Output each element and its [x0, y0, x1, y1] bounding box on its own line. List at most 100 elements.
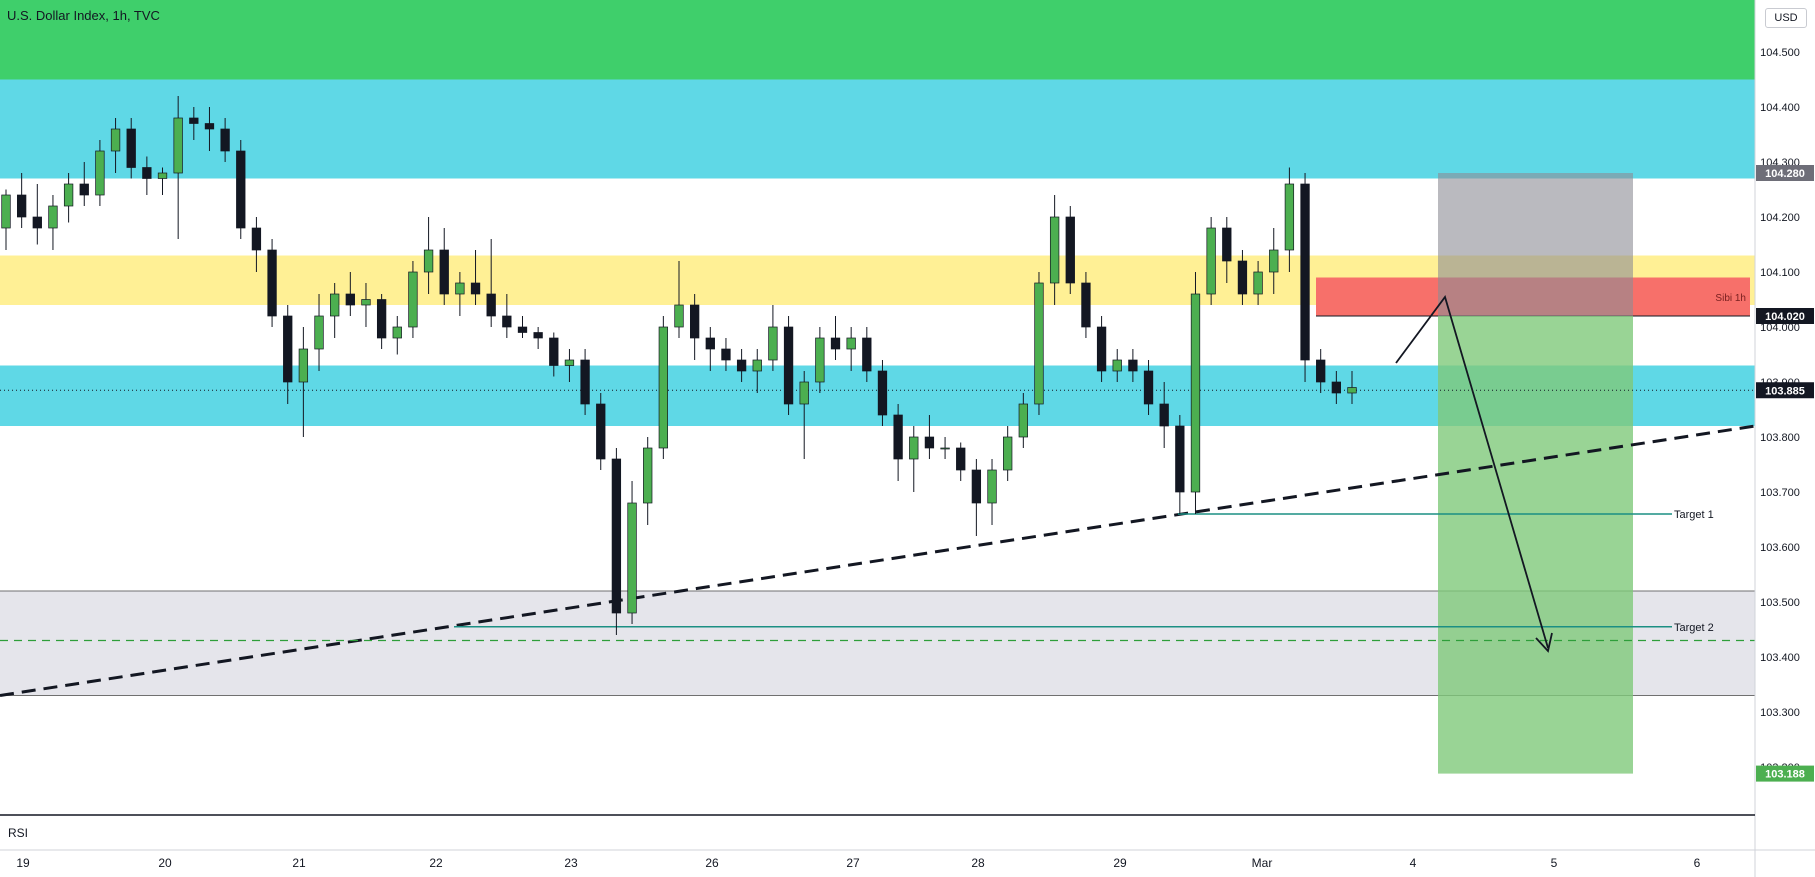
candle	[470, 250, 481, 305]
candle	[1237, 250, 1248, 305]
candle	[63, 173, 74, 223]
candle	[893, 404, 903, 481]
candle	[1159, 382, 1169, 448]
bearish-candle-body	[220, 128, 230, 152]
bullish-candle-body	[627, 502, 637, 614]
bearish-candle-body	[267, 249, 277, 317]
bullish-candle-body	[1347, 387, 1357, 394]
bearish-candle-body	[783, 326, 794, 405]
bullish-candle-body	[298, 348, 309, 383]
bullish-candle-body	[1018, 403, 1028, 438]
bearish-candle-body	[502, 315, 512, 328]
bearish-candle-body	[142, 167, 152, 179]
candle	[251, 217, 262, 272]
target-label-1: Target 1	[1674, 509, 1714, 521]
bullish-candle-body	[1269, 249, 1279, 273]
x-tick-label: 27	[846, 856, 860, 870]
bullish-candle-body	[768, 326, 778, 361]
candle	[924, 415, 935, 459]
x-tick-label: 22	[429, 856, 443, 870]
candle	[392, 316, 402, 355]
lines-layer: Target 1 Target 2	[0, 295, 1756, 697]
bearish-candle-body	[251, 227, 262, 251]
bearish-candle-body	[16, 194, 27, 218]
bullish-candle-body	[658, 326, 669, 449]
candle	[517, 316, 528, 338]
chart-title: U.S. Dollar Index, 1h, TVC	[7, 8, 160, 23]
price-marker	[1756, 165, 1814, 181]
candle	[830, 316, 841, 360]
bullish-candle-body	[95, 150, 105, 196]
bearish-candle-body	[470, 282, 481, 295]
bearish-candle-body	[611, 458, 622, 614]
candle	[815, 327, 825, 393]
candle	[1049, 195, 1060, 305]
bearish-candle-body	[236, 150, 246, 229]
candle	[658, 316, 669, 459]
y-tick-label: 104.200	[1760, 212, 1800, 224]
candle	[596, 393, 606, 470]
bullish-candle-body	[157, 172, 168, 179]
bearish-candle-body	[877, 370, 888, 416]
bullish-candle-body	[330, 293, 340, 317]
candle	[314, 294, 324, 371]
bullish-candle-body	[63, 183, 74, 207]
bearish-candle-body	[956, 447, 966, 471]
bearish-candle-body	[439, 249, 449, 295]
candle	[48, 195, 58, 250]
currency-selector[interactable]: USD	[1765, 8, 1807, 28]
candle	[439, 228, 449, 305]
sibi-label: Sibi 1h	[1715, 293, 1746, 304]
bearish-candle-body	[486, 293, 496, 317]
bullish-candle-body	[815, 337, 825, 383]
bearish-candle-body	[1175, 425, 1185, 493]
candle	[408, 261, 418, 338]
candle	[204, 107, 215, 151]
bullish-candle-body	[846, 337, 856, 350]
bearish-candle-body	[204, 123, 215, 130]
candle	[705, 327, 715, 371]
x-tick-label: 21	[292, 856, 306, 870]
candle	[1206, 217, 1216, 305]
y-tick-label: 103.800	[1760, 432, 1800, 444]
candle	[298, 327, 309, 437]
arrowhead-icon	[1535, 632, 1553, 653]
price-marker-label: 104.020	[1765, 311, 1805, 323]
bearish-candle-body	[32, 216, 42, 229]
x-tick-label: 28	[971, 856, 985, 870]
candle	[95, 140, 105, 206]
candle	[376, 294, 387, 349]
candle	[674, 261, 684, 338]
y-tick-label: 103.500	[1760, 597, 1800, 609]
candle	[1331, 371, 1342, 404]
candle	[502, 294, 512, 338]
candle	[1096, 316, 1107, 382]
x-tick-label: 23	[564, 856, 578, 870]
candle	[549, 332, 559, 377]
bearish-candle-body	[1143, 370, 1154, 405]
candle	[486, 239, 496, 327]
bullish-candle-body	[1034, 282, 1044, 405]
candle	[564, 349, 575, 382]
candle	[877, 360, 888, 426]
candle	[862, 327, 872, 382]
x-tick-label: 6	[1694, 856, 1701, 870]
candle	[1316, 349, 1326, 393]
zone-resistance-upper	[0, 79, 1755, 179]
bearish-candle-body	[705, 337, 715, 350]
x-tick-label: 4	[1410, 856, 1417, 870]
candle	[846, 327, 856, 371]
candle	[627, 481, 637, 624]
bearish-candle-body	[1081, 282, 1091, 328]
candle	[173, 96, 183, 239]
bullish-candle-body	[674, 304, 684, 328]
candle	[956, 442, 966, 481]
y-tick-label: 104.000	[1760, 322, 1800, 334]
candle	[940, 437, 950, 459]
bearish-candle-body	[1065, 216, 1075, 284]
candle	[1112, 349, 1122, 382]
candle	[1222, 217, 1232, 283]
candle	[987, 459, 997, 525]
